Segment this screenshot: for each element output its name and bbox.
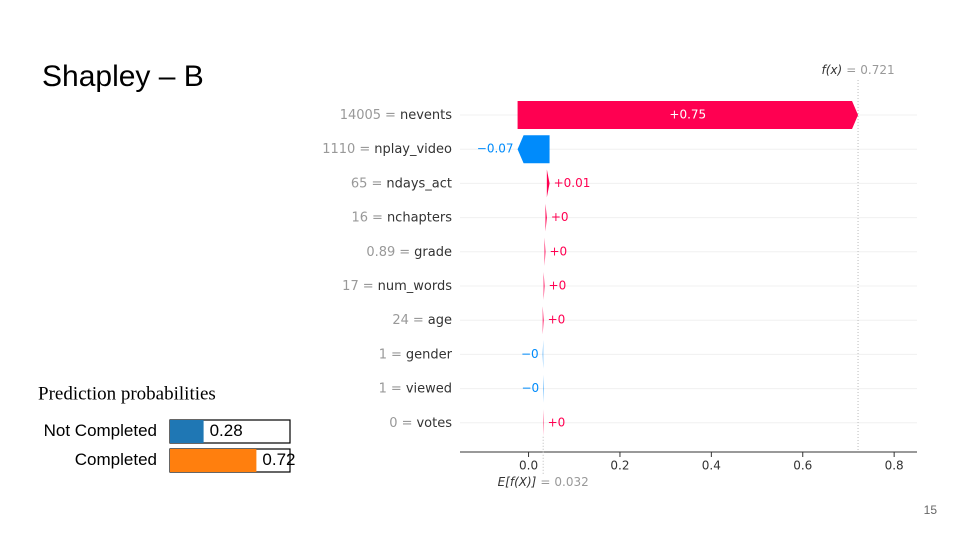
separator: =	[371, 176, 382, 191]
feature-value: 1	[379, 381, 387, 396]
category-label: Not Completed	[44, 421, 157, 440]
shap-bar	[544, 237, 546, 266]
x-tick-label: 0.8	[885, 459, 904, 473]
separator: =	[540, 475, 550, 489]
value-label: +0	[548, 415, 566, 429]
feature-value: 14005	[340, 108, 381, 123]
value-label: 0.28	[210, 421, 243, 440]
separator: =	[391, 347, 402, 362]
separator: =	[413, 313, 424, 328]
value-label: +0.01	[554, 176, 591, 190]
category-label: Completed	[75, 450, 157, 469]
feature-name: age	[428, 313, 452, 328]
value-label: −0.07	[477, 142, 514, 156]
chart-title: Prediction probabilities	[38, 383, 216, 404]
feature-name: votes	[416, 415, 452, 430]
feature-value: 1	[379, 347, 387, 362]
feature-value: 16	[351, 210, 368, 225]
separator: =	[402, 415, 413, 430]
x-tick-label: 0.4	[702, 459, 721, 473]
value-label: +0	[548, 313, 566, 327]
feature-value: 0	[389, 415, 397, 430]
feature-label: 1110 = nplay_video	[322, 142, 452, 157]
shap-bar	[542, 306, 544, 335]
value-label: −0	[521, 381, 539, 395]
base-value: 0.032	[554, 475, 588, 489]
shap-bar	[546, 169, 550, 198]
x-tick-label: 0.6	[793, 459, 812, 473]
feature-label: 0 = votes	[389, 415, 452, 430]
value-label: +0	[549, 279, 567, 293]
feature-value: 24	[392, 313, 409, 328]
feature-value: 17	[342, 279, 359, 294]
feature-name: gender	[406, 347, 453, 362]
x-tick-label: 0.0	[519, 459, 538, 473]
bar	[170, 420, 204, 443]
value-label: 0.72	[262, 450, 295, 469]
value-label: +0	[549, 244, 567, 258]
feature-label: 1 = gender	[379, 347, 453, 362]
page-number: 15	[924, 503, 938, 517]
shap-bar	[545, 203, 547, 232]
feature-name: viewed	[406, 381, 452, 396]
separator: =	[399, 244, 410, 259]
feature-value: 65	[351, 176, 368, 191]
value-label: +0	[551, 210, 569, 224]
feature-label: 16 = nchapters	[351, 210, 452, 225]
base-label: E[f(X)]	[498, 475, 537, 489]
feature-label: 0.89 = grade	[366, 244, 452, 259]
separator: =	[372, 210, 383, 225]
separator: =	[391, 381, 402, 396]
fx-value-label: f(x) = 0.721	[821, 63, 894, 77]
base-value-label: E[f(X)] = 0.032	[498, 475, 589, 489]
feature-name: num_words	[378, 279, 453, 294]
feature-label: 65 = ndays_act	[351, 176, 452, 191]
separator: =	[846, 63, 856, 77]
shap-bar	[517, 135, 550, 164]
feature-label: 24 = age	[392, 313, 452, 328]
feature-name: nplay_video	[374, 142, 452, 157]
bar	[170, 449, 257, 472]
feature-name: ndays_act	[386, 176, 452, 191]
feature-label: 17 = num_words	[342, 279, 452, 294]
feature-value: 0.89	[366, 244, 395, 259]
feature-name: nchapters	[387, 210, 452, 225]
feature-label: 14005 = nevents	[340, 108, 453, 123]
feature-value: 1110	[322, 142, 355, 157]
x-tick-label: 0.2	[610, 459, 629, 473]
shap-bar	[517, 101, 859, 129]
feature-label: 1 = viewed	[379, 381, 452, 396]
separator: =	[359, 142, 370, 157]
shap-bar	[543, 272, 545, 300]
value-label: −0	[521, 347, 539, 361]
value-label: +0.75	[669, 108, 706, 122]
fx-value: 0.721	[860, 63, 894, 77]
separator: =	[363, 279, 374, 294]
slide-title: Shapley – B	[42, 60, 204, 93]
feature-name: grade	[414, 244, 452, 259]
separator: =	[385, 108, 396, 123]
fx-label: f(x)	[821, 63, 842, 77]
feature-name: nevents	[400, 108, 452, 123]
